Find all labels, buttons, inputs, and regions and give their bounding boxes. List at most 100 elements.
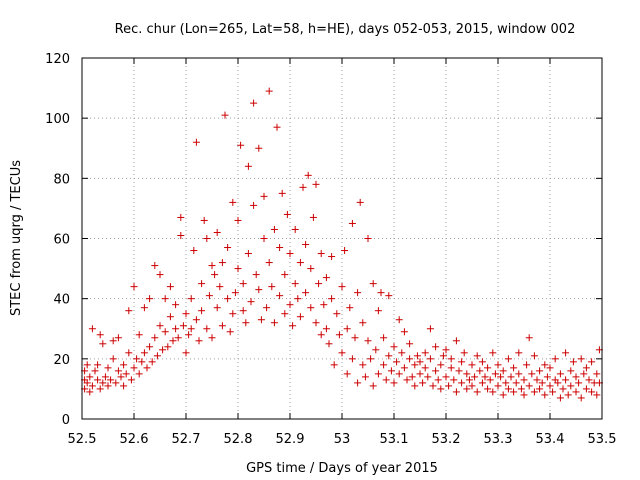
x-tick-labels: 52.5 52.6 52.7 52.8 52.9 53 53.1 53.2 53.3 53.4 53…: [68, 432, 617, 447]
data-point: [94, 376, 102, 384]
data-point: [549, 388, 557, 396]
data-point: [328, 253, 336, 261]
data-point: [138, 358, 146, 366]
data-point: [463, 370, 471, 378]
data-point: [312, 319, 320, 327]
data-point: [380, 334, 388, 342]
data-point: [120, 382, 128, 390]
data-point: [411, 382, 419, 390]
data-point: [294, 295, 302, 303]
data-point: [283, 210, 291, 218]
data-point: [179, 322, 187, 330]
data-point: [478, 358, 486, 366]
data-point: [312, 180, 320, 188]
data-point: [572, 373, 580, 381]
data-point: [296, 259, 304, 267]
data-point: [533, 376, 541, 384]
data-point: [109, 337, 117, 345]
data-point: [255, 286, 263, 294]
data-point: [512, 379, 520, 387]
data-point: [468, 382, 476, 390]
data-point: [546, 382, 554, 390]
data-point: [174, 334, 182, 342]
x-tick-label: 52.7: [172, 432, 201, 447]
axis-ticks: [81, 57, 603, 420]
data-point: [520, 391, 528, 399]
data-point: [421, 349, 429, 357]
data-point: [187, 295, 195, 303]
data-point: [515, 370, 523, 378]
data-point: [484, 385, 492, 393]
data-point: [307, 304, 315, 312]
data-point: [263, 304, 271, 312]
data-point: [504, 355, 512, 363]
y-tick-label: 40: [53, 293, 70, 308]
data-point: [328, 295, 336, 303]
data-point: [367, 355, 375, 363]
data-point: [400, 364, 408, 372]
data-point: [494, 382, 502, 390]
data-point: [333, 310, 341, 318]
data-point: [242, 319, 250, 327]
data-point: [211, 271, 219, 279]
data-point: [159, 346, 167, 354]
data-point: [146, 343, 154, 351]
data-point: [231, 289, 239, 297]
data-point: [411, 361, 419, 369]
data-point: [91, 367, 99, 375]
data-point: [343, 370, 351, 378]
data-point: [359, 319, 367, 327]
data-point: [270, 225, 278, 233]
data-point: [130, 364, 138, 372]
data-point: [273, 123, 281, 131]
data-point: [281, 310, 289, 318]
y-tick-label: 120: [45, 52, 70, 67]
data-point: [562, 349, 570, 357]
data-point: [257, 316, 265, 324]
data-point: [255, 144, 263, 152]
data-point: [109, 355, 117, 363]
data-point: [499, 391, 507, 399]
data-point: [335, 331, 343, 339]
data-point: [302, 241, 310, 249]
x-tick-label: 53.1: [380, 432, 409, 447]
data-point: [403, 376, 411, 384]
y-tick-label: 20: [53, 353, 70, 368]
data-point: [286, 250, 294, 258]
data-point: [101, 373, 109, 381]
data-point: [387, 367, 395, 375]
data-point: [177, 213, 185, 221]
data-point: [562, 376, 570, 384]
data-point: [104, 382, 112, 390]
data-point: [419, 379, 427, 387]
data-point: [416, 370, 424, 378]
data-point: [445, 382, 453, 390]
data-point: [130, 283, 138, 291]
data-point: [442, 373, 450, 381]
data-point: [390, 343, 398, 351]
data-point: [458, 358, 466, 366]
data-point: [94, 361, 102, 369]
data-point: [426, 325, 434, 333]
data-point: [437, 385, 445, 393]
data-point: [198, 280, 206, 288]
data-point: [133, 355, 141, 363]
data-point: [398, 349, 406, 357]
data-point: [99, 340, 107, 348]
data-point: [406, 340, 414, 348]
data-point: [135, 331, 143, 339]
data-point: [502, 379, 510, 387]
data-point: [112, 379, 120, 387]
data-point: [421, 364, 429, 372]
data-point: [338, 283, 346, 291]
data-point: [458, 379, 466, 387]
data-point: [226, 328, 234, 336]
data-point: [190, 247, 198, 255]
chart-title: Rec. chur (Lon=265, Lat=58, h=HE), days …: [115, 22, 576, 37]
data-point: [182, 349, 190, 357]
data-point: [426, 355, 434, 363]
data-point: [289, 322, 297, 330]
data-point: [523, 361, 531, 369]
data-point: [322, 325, 330, 333]
data-point: [299, 183, 307, 191]
